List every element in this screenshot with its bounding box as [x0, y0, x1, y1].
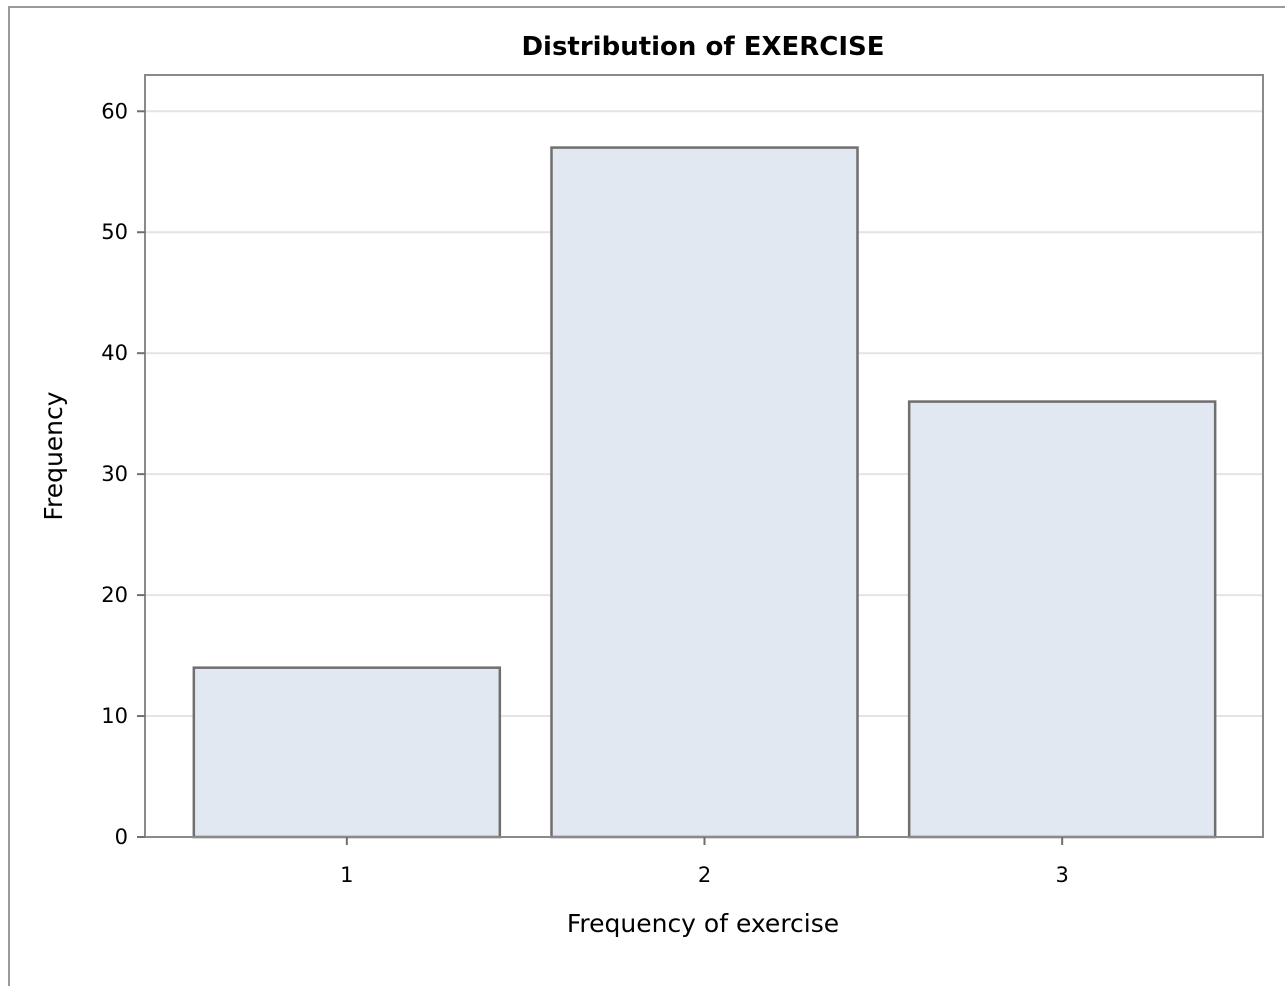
x-tick-label: 1 [340, 863, 353, 887]
chart-title: Distribution of EXERCISE [521, 32, 884, 62]
bar-1 [192, 666, 502, 839]
x-axis-ticks: 1 2 3 [340, 837, 1069, 887]
x-tick-label: 3 [1055, 863, 1068, 887]
y-tick-label: 60 [101, 99, 128, 123]
y-tick-label: 0 [115, 825, 128, 849]
y-axis-label: Frequency [39, 391, 68, 520]
y-axis-ticks: 0 10 20 30 40 50 60 [101, 99, 145, 849]
bar-2 [550, 146, 859, 839]
chart-frame [8, 6, 1285, 986]
x-tick-label: 2 [698, 863, 711, 887]
y-tick-label: 20 [101, 583, 128, 607]
y-tick-label: 50 [101, 220, 128, 244]
y-tick-label: 30 [101, 462, 128, 486]
y-tick-label: 10 [101, 704, 128, 728]
bar-chart: Distribution of EXERCISE 0 10 20 30 40 50 60 1… [39, 32, 1264, 938]
x-axis-label: Frequency of exercise [567, 909, 839, 938]
y-tick-label: 40 [101, 341, 128, 365]
bars [192, 146, 1217, 839]
bar-3 [907, 400, 1217, 839]
